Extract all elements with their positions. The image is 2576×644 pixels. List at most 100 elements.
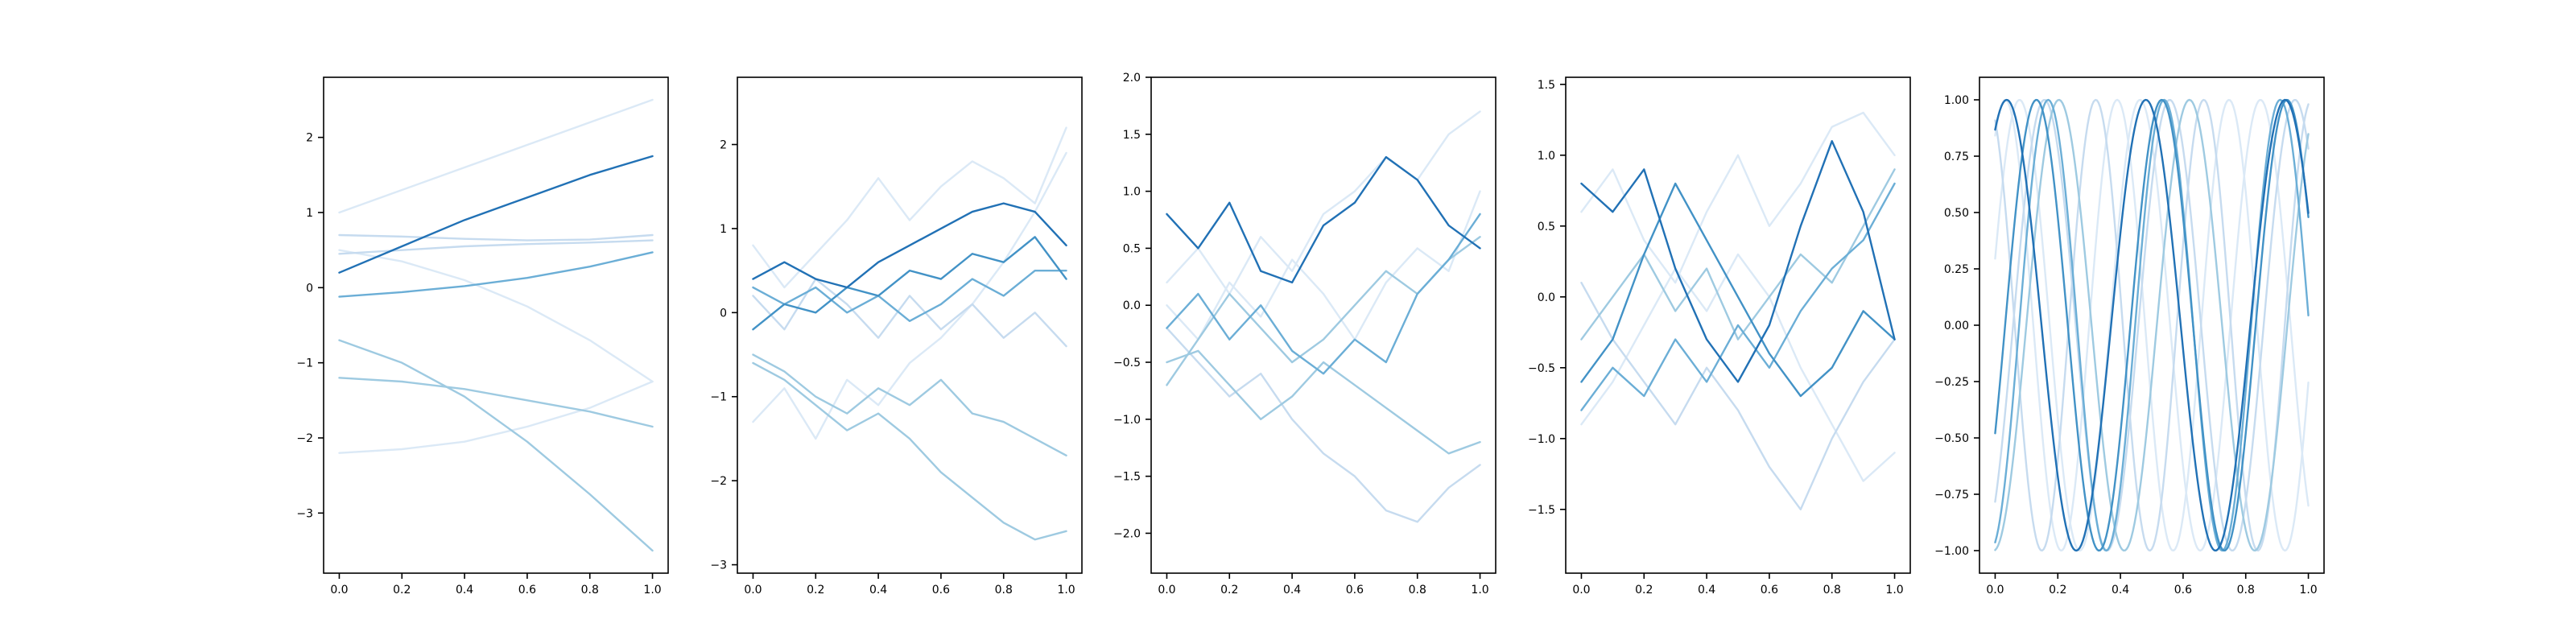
y-tick-label: −0.5: [1528, 362, 1555, 375]
subplot-1-series-group: [338, 98, 654, 552]
x-tick-label: 1.0: [2299, 584, 2317, 597]
y-tick-label: −0.25: [1934, 376, 1969, 389]
subplot-2-series-5: [752, 353, 1067, 457]
x-tick-label: 0.8: [1823, 584, 1841, 597]
y-tick-label: 1.5: [1538, 79, 1555, 92]
x-tick-label: 0.2: [807, 584, 824, 597]
subplot-1-series-9: [338, 155, 654, 274]
x-tick-label: 0.4: [2112, 584, 2129, 597]
subplot-2: 0.0 0.2 0.4 0.6 0.8 1.0 −3 −2 −1 0 1 2: [710, 76, 1083, 597]
y-tick-label: −0.75: [1934, 489, 1969, 502]
x-tick-label: 0.2: [393, 584, 411, 597]
subplot-2-series-group: [752, 126, 1067, 541]
x-tick-label: 1.0: [643, 584, 661, 597]
subplot-5-series-3: [1994, 98, 2310, 552]
y-tick-label: −3: [296, 507, 313, 520]
y-tick-label: 0.0: [1538, 291, 1555, 304]
subplot-5-series-7: [1994, 98, 2310, 552]
subplot-4-frame: [1565, 76, 1911, 574]
subplot-4-series-6: [1580, 182, 1896, 398]
y-tick-label: 0.25: [1944, 263, 1969, 276]
subplot-4-series-7: [1580, 140, 1896, 383]
subplot-5-series-group: [1994, 98, 2310, 552]
y-tick-label: −1.0: [1528, 433, 1555, 446]
y-tick-label: 1: [720, 223, 727, 236]
y-tick-label: 1.0: [1538, 150, 1555, 163]
x-tick-label: 0.4: [456, 584, 473, 597]
subplot-1-series-3: [338, 380, 654, 454]
subplot-4-series-2: [1580, 253, 1896, 482]
subplot-2-series-2: [752, 151, 1067, 440]
y-tick-label: 1: [306, 207, 313, 220]
y-tick-label: 1.0: [1123, 186, 1141, 199]
x-tick-label: 0.0: [1986, 584, 2004, 597]
subplot-4-series-1: [1580, 111, 1896, 284]
subplot-4-series-4: [1580, 168, 1896, 341]
y-tick-label: −0.5: [1113, 357, 1141, 369]
x-tick-label: 0.6: [932, 584, 950, 597]
y-tick-label: 0.00: [1944, 320, 1969, 332]
x-tick-label: 0.6: [2174, 584, 2192, 597]
x-tick-label: 0.2: [1220, 584, 1238, 597]
subplot-3-series-3: [1166, 327, 1481, 523]
y-tick-label: 0.50: [1944, 207, 1969, 220]
subplot-3-series-7: [1166, 155, 1481, 284]
subplot-3-series-4: [1166, 349, 1481, 455]
x-tick-label: 0.8: [581, 584, 599, 597]
subplot-1-series-8: [338, 251, 654, 298]
x-tick-label: 0.4: [1283, 584, 1301, 597]
x-tick-label: 0.4: [1698, 584, 1715, 597]
y-tick-label: −1.00: [1934, 545, 1969, 558]
subplot-5-series-8: [1994, 98, 2310, 552]
subplot-2-series-3: [752, 278, 1067, 348]
y-tick-label: −1: [710, 391, 727, 404]
subplot-1-series-1: [338, 98, 654, 214]
x-tick-label: 0.6: [1346, 584, 1364, 597]
subplot-2-frame: [737, 76, 1083, 574]
subplot-4-series-3: [1580, 282, 1896, 510]
y-tick-label: 0.75: [1944, 151, 1969, 163]
x-tick-label: 0.8: [1409, 584, 1426, 597]
x-tick-label: 1.0: [1885, 584, 1903, 597]
x-tick-label: 0.4: [869, 584, 887, 597]
y-tick-label: −2: [710, 475, 727, 488]
subplot-3-frame: [1150, 76, 1496, 574]
subplot-5-series-1: [1994, 98, 2310, 552]
subplot-4-series-group: [1580, 111, 1896, 510]
y-tick-label: −1.5: [1113, 471, 1141, 484]
subplot-2-series-1: [752, 126, 1067, 289]
subplot-1-series-6: [338, 377, 654, 428]
x-tick-label: 1.0: [1471, 584, 1488, 597]
subplot-3: 0.0 0.2 0.4 0.6 0.8 1.0 −2.0 −1.5 −1.0 −0.5 0.0 0.5…: [1113, 72, 1496, 597]
subplot-4-series-5: [1580, 182, 1896, 411]
y-tick-label: −0.50: [1934, 432, 1969, 445]
y-tick-label: 0: [720, 307, 727, 320]
y-tick-label: −3: [710, 559, 727, 572]
y-tick-label: 2: [306, 132, 313, 145]
subplot-1: 0.0 0.2 0.4 0.6 0.8 1.0 −3 −2 −1 0 1 2: [296, 76, 669, 597]
x-tick-label: 0.2: [2049, 584, 2066, 597]
y-tick-label: −1.5: [1528, 504, 1555, 517]
subplot-1-series-2: [338, 249, 654, 383]
x-tick-label: 0.8: [2237, 584, 2255, 597]
y-tick-label: −1: [296, 357, 313, 370]
subplot-2-series-7: [752, 236, 1067, 331]
y-tick-label: 0.5: [1538, 221, 1555, 233]
y-tick-label: 1.00: [1944, 94, 1969, 107]
subplot-1-series-4: [338, 233, 654, 242]
y-tick-label: 0.5: [1123, 242, 1141, 255]
y-tick-label: 2.0: [1123, 72, 1141, 85]
x-tick-label: 0.8: [995, 584, 1013, 597]
subplot-2-series-4: [752, 361, 1067, 541]
y-tick-label: −2: [296, 432, 313, 445]
subplot-5: 0.0 0.2 0.4 0.6 0.8 1.0 −1.00 −0.75 −0.50 −0.25 0.…: [1934, 76, 2325, 597]
y-tick-label: 1.5: [1123, 129, 1141, 142]
x-tick-label: 0.0: [744, 584, 762, 597]
subplot-3-series-2: [1166, 190, 1481, 341]
subplot-2-series-6: [752, 269, 1067, 322]
x-tick-label: 0.6: [518, 584, 536, 597]
subplot-2-series-8: [752, 202, 1067, 289]
